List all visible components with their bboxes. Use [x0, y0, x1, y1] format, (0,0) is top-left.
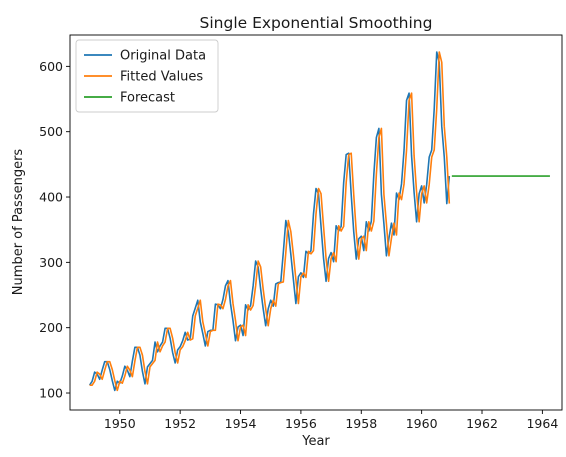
legend-label: Fitted Values — [120, 70, 203, 85]
y-tick-label: 200 — [39, 320, 63, 335]
y-axis: 100 200 300 400 500 600 — [39, 59, 70, 401]
y-tick-label: 100 — [39, 386, 63, 401]
y-tick-label: 500 — [39, 124, 63, 139]
axes-frame — [69, 34, 563, 411]
y-tick-label: 300 — [39, 255, 63, 270]
x-axis: 1950 1952 1954 1956 1958 1960 1962 1964 — [104, 410, 558, 431]
x-axis-label: Year — [301, 434, 330, 449]
x-tick-label: 1960 — [406, 416, 438, 431]
x-tick-label: 1950 — [104, 416, 136, 431]
legend: Original Data Fitted Values Forecast — [75, 39, 219, 113]
y-tick-label: 400 — [39, 190, 63, 205]
legend-box — [75, 39, 219, 113]
plot-area — [88, 51, 550, 392]
x-tick-label: 1954 — [225, 416, 257, 431]
x-tick-label: 1962 — [466, 416, 498, 431]
legend-label: Original Data — [120, 49, 206, 64]
legend-label: Forecast — [120, 91, 175, 106]
series-line-original-data — [88, 51, 451, 392]
y-tick-label: 600 — [39, 59, 63, 74]
x-tick-label: 1958 — [345, 416, 377, 431]
series-line-fitted-values — [89, 51, 451, 392]
y-axis-label: Number of Passengers — [11, 149, 26, 296]
x-tick-label: 1952 — [164, 416, 196, 431]
x-tick-label: 1964 — [526, 416, 558, 431]
chart-title: Single Exponential Smoothing — [200, 14, 433, 32]
x-tick-label: 1956 — [285, 416, 317, 431]
